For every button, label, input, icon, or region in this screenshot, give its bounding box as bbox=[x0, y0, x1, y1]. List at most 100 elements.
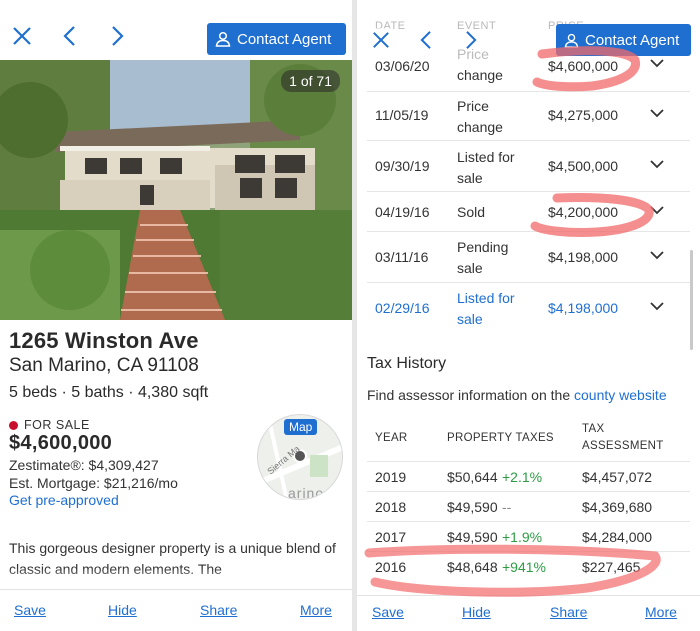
list-price: $4,600,000 bbox=[9, 432, 113, 454]
county-website-link[interactable]: county website bbox=[574, 387, 667, 403]
contact-agent-button[interactable]: Contact Agent bbox=[556, 24, 691, 56]
chevron-down-icon[interactable] bbox=[650, 59, 664, 68]
more-button[interactable]: More bbox=[645, 604, 677, 620]
sale-status-label: FOR SALE bbox=[24, 418, 90, 432]
history-event-line1: Sold bbox=[457, 204, 486, 220]
tax-assessment: $4,284,000 bbox=[582, 529, 653, 545]
history-price: $4,200,000 bbox=[548, 204, 619, 220]
back-arrow-icon[interactable] bbox=[413, 28, 437, 52]
property-taxes-column-header: PROPERTY TAXES bbox=[447, 432, 554, 444]
history-price: $4,198,000 bbox=[548, 300, 619, 316]
tax-row: 2016 $48,648 +941% $227,465 bbox=[367, 552, 690, 582]
history-date: 11/05/19 bbox=[375, 107, 429, 123]
tax-year: 2018 bbox=[375, 499, 407, 515]
sale-status-badge: FOR SALE bbox=[9, 418, 90, 432]
hide-button[interactable]: Hide bbox=[462, 604, 491, 620]
person-icon bbox=[215, 31, 231, 47]
top-nav-bar: Contact Agent bbox=[0, 0, 352, 58]
close-icon[interactable] bbox=[369, 28, 393, 52]
tax-amount: $49,590 bbox=[447, 529, 498, 545]
assessor-note-text: Find assessor information on the bbox=[367, 387, 574, 403]
tax-row: 2018 $49,590 -- $4,369,680 bbox=[367, 492, 690, 522]
save-button[interactable]: Save bbox=[372, 604, 404, 620]
contact-agent-button[interactable]: Contact Agent bbox=[207, 23, 346, 55]
price-tax-history-screen: DATE EVENT PRICE 03/06/20 Price change $… bbox=[357, 0, 700, 631]
scrollbar[interactable] bbox=[690, 250, 693, 350]
tax-assessment: $227,465 bbox=[582, 559, 641, 575]
price-history-row[interactable]: 04/19/16 Sold $4,200,000 bbox=[367, 192, 690, 232]
street-address: 1265 Winston Ave bbox=[9, 328, 199, 353]
status-dot-icon bbox=[9, 420, 18, 430]
tax-history-title: Tax History bbox=[367, 355, 447, 372]
history-event-line1: Price bbox=[457, 98, 489, 114]
map-label: Map bbox=[284, 419, 318, 435]
map-partial-label: arino bbox=[288, 485, 325, 500]
price-history-row[interactable]: 02/29/16 Listed for sale $4,198,000 bbox=[367, 283, 690, 334]
price-history-row[interactable]: 11/05/19 Price change $4,275,000 bbox=[367, 92, 690, 141]
chevron-down-icon[interactable] bbox=[650, 302, 664, 311]
tax-change: +941% bbox=[502, 559, 546, 575]
city-state-zip: San Marino, CA 91108 bbox=[9, 355, 199, 376]
tax-amount: $49,590 bbox=[447, 499, 498, 515]
tax-change: +1.9% bbox=[502, 529, 543, 545]
history-event-line2: sale bbox=[457, 311, 483, 327]
history-price: $4,500,000 bbox=[548, 158, 619, 174]
chevron-down-icon[interactable] bbox=[650, 109, 664, 118]
map-thumbnail[interactable]: Map Sierra Ma arino bbox=[257, 414, 343, 500]
history-event-line2: sale bbox=[457, 170, 483, 186]
chevron-down-icon[interactable] bbox=[650, 251, 664, 260]
history-event-line1: Pending bbox=[457, 239, 509, 255]
more-button[interactable]: More bbox=[300, 602, 332, 618]
history-date: 03/06/20 bbox=[375, 58, 430, 74]
history-event-line2: change bbox=[457, 67, 503, 83]
assessment-column-header-line2: ASSESSMENT bbox=[582, 440, 664, 452]
back-arrow-icon[interactable] bbox=[57, 24, 81, 48]
tax-change: -- bbox=[502, 499, 512, 515]
tax-assessor-note: Find assessor information on the county … bbox=[367, 387, 667, 403]
zestimate: Zestimate®: $4,309,427 bbox=[9, 457, 159, 473]
price-history-row[interactable]: 03/06/20 Price change $4,600,000 bbox=[367, 46, 690, 92]
history-price: $4,275,000 bbox=[548, 107, 619, 123]
hide-button[interactable]: Hide bbox=[108, 602, 137, 618]
history-date: 09/30/19 bbox=[375, 158, 430, 174]
tax-year: 2016 bbox=[375, 559, 407, 575]
photo-counter: 1 of 71 bbox=[281, 70, 340, 92]
tax-row: 2019 $50,644 +2.1% $4,457,072 bbox=[367, 462, 690, 492]
history-event-line2: change bbox=[457, 119, 503, 135]
screenshot-divider bbox=[352, 0, 357, 631]
property-photo[interactable]: 1 of 71 bbox=[0, 60, 352, 320]
tax-year: 2019 bbox=[375, 469, 407, 485]
contact-agent-label: Contact Agent bbox=[237, 30, 332, 48]
save-button[interactable]: Save bbox=[14, 602, 46, 618]
forward-arrow-icon[interactable] bbox=[106, 24, 130, 48]
tax-table-header: YEAR PROPERTY TAXES TAX ASSESSMENT bbox=[367, 418, 690, 462]
description-fade bbox=[0, 568, 352, 592]
price-history-row[interactable]: 09/30/19 Listed for sale $4,500,000 bbox=[367, 141, 690, 192]
forward-arrow-icon[interactable] bbox=[459, 28, 483, 52]
chevron-down-icon[interactable] bbox=[650, 160, 664, 169]
year-column-header: YEAR bbox=[375, 432, 408, 444]
close-icon[interactable] bbox=[10, 24, 34, 48]
tax-amount: $48,648 bbox=[447, 559, 498, 575]
contact-agent-label: Contact Agent bbox=[585, 31, 680, 49]
tax-change: +2.1% bbox=[502, 469, 543, 485]
price-history-row[interactable]: 03/11/16 Pending sale $4,198,000 bbox=[367, 232, 690, 283]
tax-amount: $50,644 bbox=[447, 469, 498, 485]
history-price: $4,600,000 bbox=[548, 58, 619, 74]
listing-overview-screen: Contact Agent bbox=[0, 0, 352, 631]
share-button[interactable]: Share bbox=[200, 602, 238, 618]
share-button[interactable]: Share bbox=[550, 604, 588, 620]
history-event-line1: Listed for bbox=[457, 149, 515, 165]
bottom-action-bar: Save Hide Share More bbox=[0, 589, 352, 631]
history-date: 02/29/16 bbox=[375, 300, 430, 316]
bottom-action-bar: Save Hide Share More bbox=[357, 595, 700, 631]
tax-year: 2017 bbox=[375, 529, 407, 545]
tax-assessment: $4,369,680 bbox=[582, 499, 653, 515]
chevron-down-icon[interactable] bbox=[650, 206, 664, 215]
home-facts: 5 beds · 5 baths · 4,380 sqft bbox=[9, 384, 209, 401]
history-date: 04/19/16 bbox=[375, 204, 430, 220]
est-mortgage[interactable]: Est. Mortgage: $21,216/mo bbox=[9, 475, 178, 491]
get-preapproved-link[interactable]: Get pre-approved bbox=[9, 492, 119, 508]
event-column-header: EVENT bbox=[457, 20, 497, 32]
history-date: 03/11/16 bbox=[375, 249, 429, 265]
